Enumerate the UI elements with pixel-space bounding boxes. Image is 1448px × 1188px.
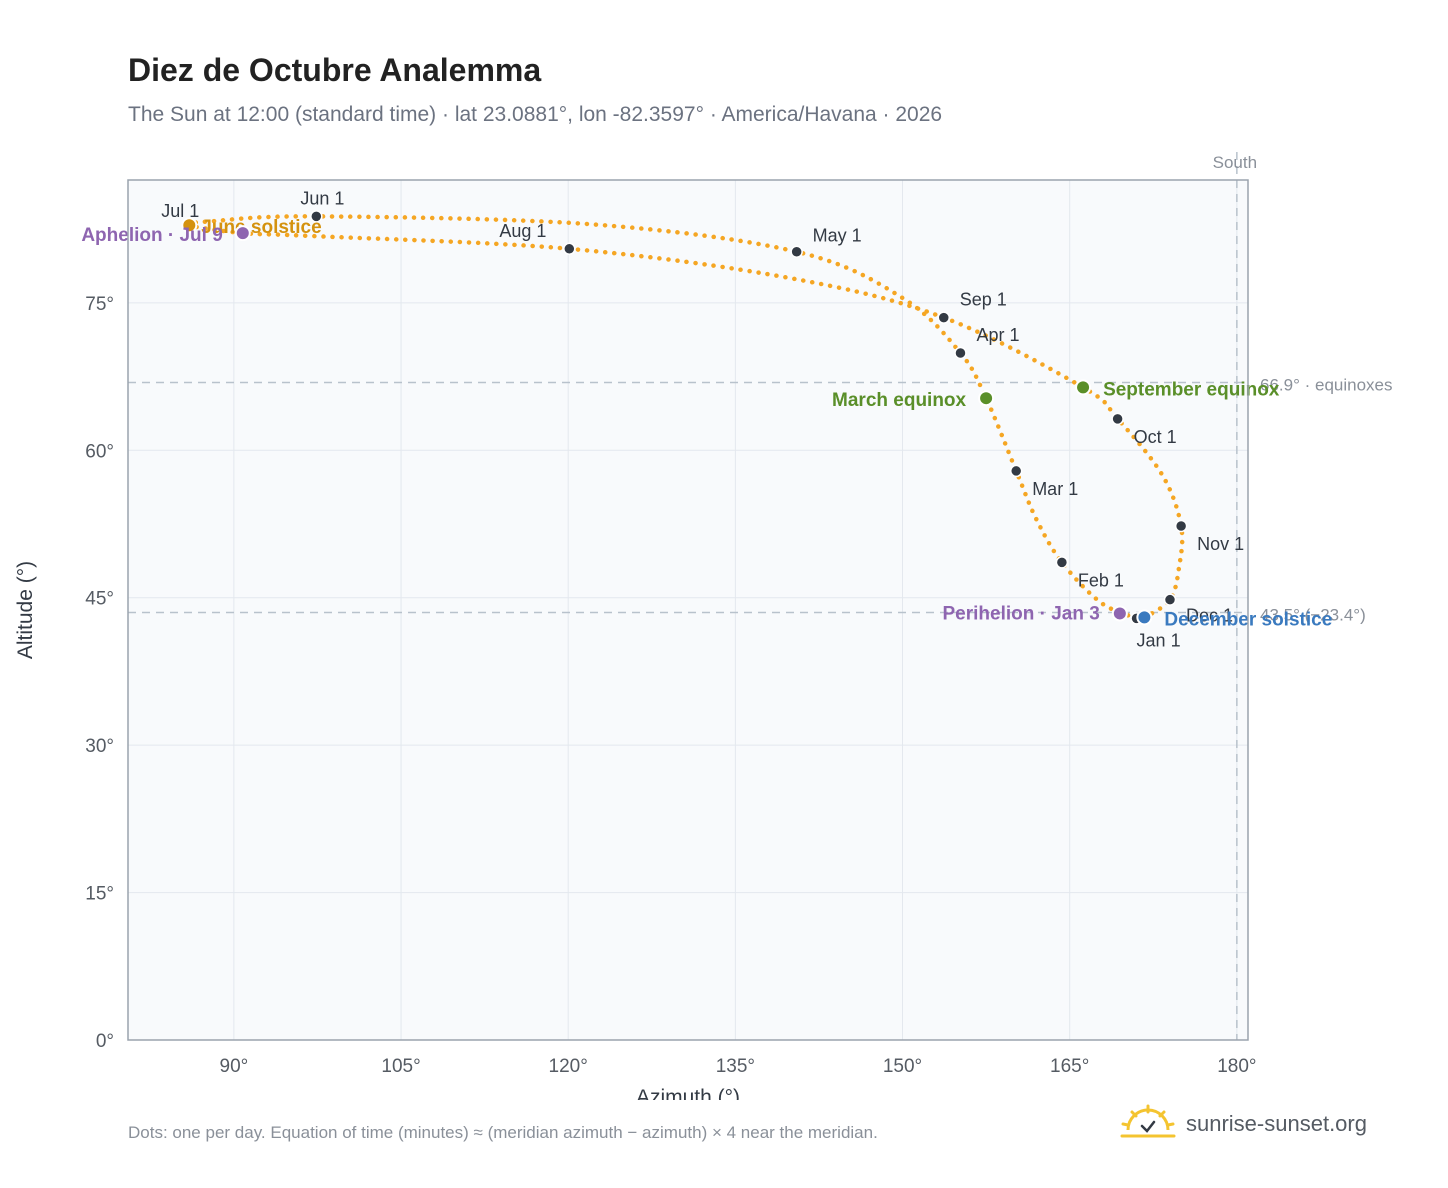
y-tick-label: 75° <box>85 294 114 315</box>
month-label: Jun 1 <box>300 188 344 208</box>
plot-background <box>128 180 1248 1040</box>
month-label: Aug 1 <box>499 221 546 241</box>
event-label: Aphelion · Jul 9 <box>81 225 222 246</box>
y-tick-label: 45° <box>85 589 114 610</box>
month-marker <box>563 242 576 256</box>
y-tick-label: 60° <box>85 441 114 462</box>
axis-ticks: 90° 105° 120° 135° 150° 165° 180° 0° 15° 30° 45° 60… <box>85 294 1256 1077</box>
y-tick-label: 15° <box>85 884 114 905</box>
month-label: Nov 1 <box>1197 534 1244 554</box>
event-markers: March equinox June solstice September equi… <box>81 217 1332 630</box>
x-tick-label: 150° <box>883 1056 922 1077</box>
page-title: Diez de Octubre Analemma <box>128 52 542 88</box>
analemma-path <box>185 214 1185 622</box>
month-marker <box>310 210 323 223</box>
month-marker <box>937 311 951 324</box>
x-tick-label: 165° <box>1050 1056 1089 1077</box>
month-marker <box>1055 556 1069 569</box>
month-label: Sep 1 <box>960 290 1007 310</box>
x-tick-label: 90° <box>220 1056 249 1077</box>
month-label: Mar 1 <box>1032 479 1078 499</box>
y-tick-label: 0° <box>96 1031 114 1052</box>
month-marker <box>1009 464 1023 478</box>
month-label: Apr 1 <box>976 325 1019 345</box>
y-tick-label: 30° <box>85 736 114 757</box>
reference-line-label: 43.5° (−23.4°) <box>1260 605 1366 624</box>
event-label: September equinox <box>1103 379 1280 400</box>
month-label: Feb 1 <box>1078 570 1124 590</box>
analemma-chart: South 66.9° · equinoxes 43.5° (−23.4°) Jan… <box>14 152 1393 1100</box>
month-label: May 1 <box>813 226 862 246</box>
month-markers: Jan 1 Feb 1 Mar 1 Apr 1 May 1 Jun 1 Jul 1 Aug 1… <box>161 188 1244 650</box>
event-marker <box>1136 609 1153 626</box>
x-tick-label: 105° <box>381 1056 420 1077</box>
reference-line-label: 66.9° · equinoxes <box>1260 375 1393 394</box>
brand-name: sunrise-sunset.org <box>1186 1111 1367 1136</box>
brand[interactable]: sunrise-sunset.org <box>1120 1104 1367 1144</box>
meridian-label: South <box>1213 153 1257 172</box>
x-tick-label: 120° <box>549 1056 588 1077</box>
x-tick-label: 180° <box>1217 1056 1256 1077</box>
event-label: Perihelion · Jan 3 <box>943 603 1100 624</box>
event-label: March equinox <box>832 390 967 411</box>
analemma-daily-dots <box>185 214 1185 622</box>
month-label: Jul 1 <box>161 201 199 221</box>
month-marker <box>1163 593 1177 606</box>
event-label: June solstice <box>201 217 321 238</box>
y-axis-label: Altitude (°) <box>14 561 37 659</box>
month-label: Jan 1 <box>1137 630 1181 650</box>
x-axis-label: Azimuth (°) <box>636 1086 740 1100</box>
sun-logo-icon <box>1120 1104 1176 1138</box>
footnote: Dots: one per day. Equation of time (min… <box>128 1123 878 1142</box>
event-marker <box>234 225 251 242</box>
month-marker <box>790 245 803 258</box>
event-marker <box>181 217 198 234</box>
event-marker <box>978 390 995 407</box>
plot-frame <box>127 179 1249 1041</box>
reference-lines: South 66.9° · equinoxes 43.5° (−23.4°) <box>128 152 1393 1040</box>
month-marker <box>1111 412 1124 426</box>
month-label: Dec 1 <box>1186 606 1233 626</box>
x-tick-label: 135° <box>716 1056 755 1077</box>
month-marker <box>954 346 967 360</box>
month-marker <box>1174 519 1188 533</box>
event-marker <box>1111 605 1128 622</box>
month-label: Oct 1 <box>1134 427 1177 447</box>
event-marker <box>1075 379 1092 396</box>
page-subtitle: The Sun at 12:00 (standard time) · lat 2… <box>128 103 943 126</box>
